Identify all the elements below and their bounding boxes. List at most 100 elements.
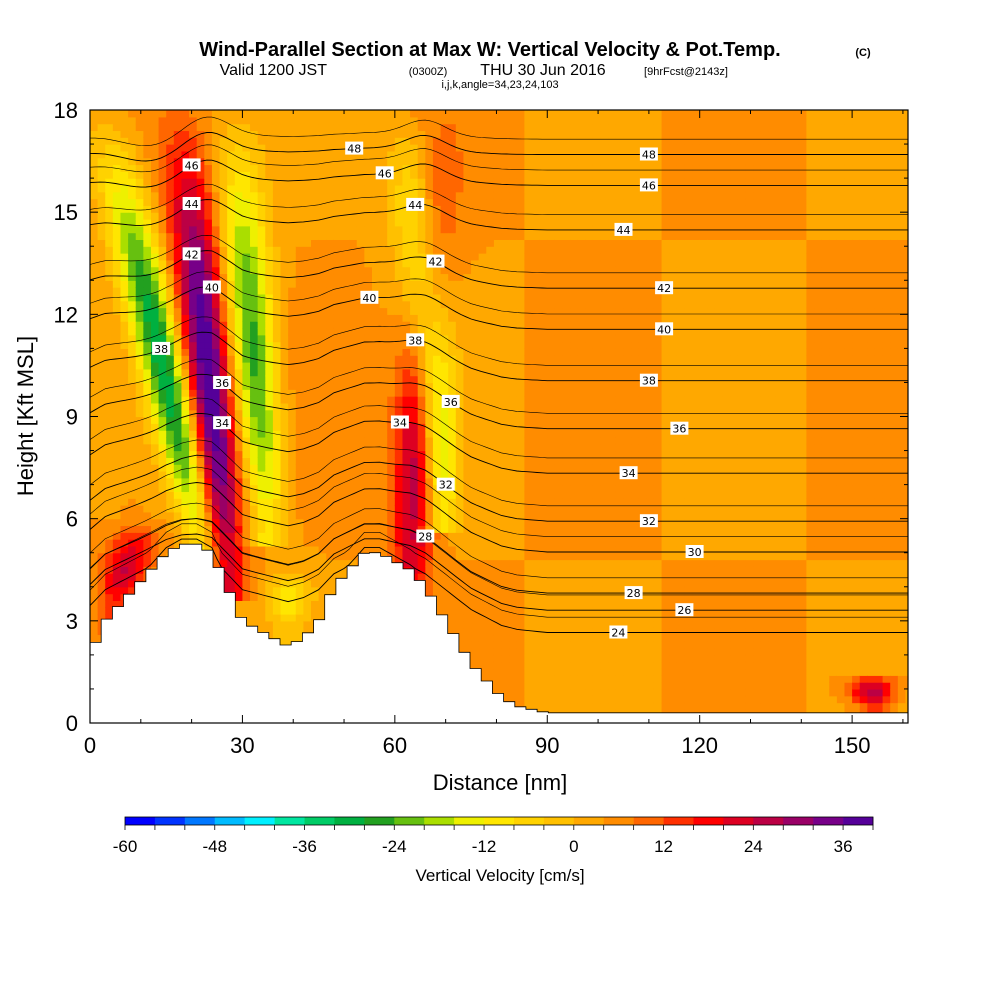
velocity-cell: [364, 423, 373, 431]
velocity-cell: [105, 586, 114, 595]
velocity-cell: [227, 171, 236, 179]
velocity-cell: [501, 355, 510, 363]
velocity-cell: [341, 334, 350, 343]
velocity-cell: [364, 225, 373, 234]
velocity-cell: [463, 300, 472, 309]
velocity-cell: [371, 178, 381, 186]
velocity-cell: [242, 341, 251, 349]
velocity-cell: [120, 396, 129, 404]
velocity-cell: [333, 484, 343, 493]
velocity-cell: [425, 266, 434, 275]
velocity-cell: [318, 586, 327, 595]
velocity-cell: [333, 198, 343, 206]
velocity-cell: [196, 150, 205, 159]
velocity-cell: [501, 641, 510, 649]
velocity-cell: [265, 178, 274, 186]
velocity-cell: [333, 348, 343, 356]
velocity-cell: [356, 389, 365, 397]
velocity-cell: [333, 150, 343, 159]
velocity-cell: [97, 600, 106, 608]
velocity-cell: [311, 198, 320, 206]
velocity-cell: [219, 218, 228, 227]
velocity-cell: [135, 321, 144, 329]
velocity-cell: [219, 470, 228, 479]
velocity-cell: [455, 232, 465, 241]
velocity-cell: [257, 273, 266, 281]
velocity-cell: [219, 368, 228, 377]
velocity-cell: [272, 559, 282, 567]
velocity-cell: [425, 130, 434, 138]
velocity-cell: [326, 218, 335, 227]
velocity-cell: [303, 307, 312, 315]
velocity-cell: [463, 150, 472, 159]
velocity-cell: [501, 259, 510, 268]
velocity-cell: [135, 573, 144, 581]
velocity-cell: [128, 184, 137, 193]
velocity-cell: [257, 280, 266, 288]
velocity-cell: [242, 205, 251, 213]
velocity-cell: [486, 573, 495, 581]
velocity-cell: [120, 450, 129, 458]
velocity-cell: [128, 545, 137, 554]
velocity-cell: [173, 198, 183, 206]
velocity-cell: [371, 443, 381, 452]
velocity-cell: [143, 423, 152, 431]
velocity-cell: [486, 661, 495, 670]
velocity-cell: [349, 389, 358, 397]
velocity-cell: [97, 198, 106, 206]
velocity-cell: [105, 321, 114, 329]
velocity-cell: [379, 457, 388, 465]
velocity-cell: [440, 607, 449, 615]
velocity-cell: [333, 341, 343, 349]
velocity-cell: [120, 150, 129, 159]
velocity-cell: [250, 430, 259, 438]
velocity-cell: [333, 430, 343, 438]
velocity-cell: [493, 348, 503, 356]
velocity-cell: [128, 450, 137, 458]
velocity-cell: [432, 375, 442, 384]
velocity-cell: [341, 566, 350, 574]
velocity-cell: [448, 266, 457, 275]
velocity-cell: [272, 178, 282, 186]
velocity-cell: [394, 253, 404, 261]
velocity-cell: [90, 137, 99, 145]
velocity-cell: [257, 566, 266, 574]
velocity-cell: [478, 157, 487, 166]
velocity-cell: [410, 470, 419, 479]
velocity-cell: [501, 362, 510, 370]
velocity-cell: [234, 416, 244, 424]
velocity-cell: [463, 266, 472, 275]
velocity-cell: [250, 280, 259, 288]
velocity-cell: [135, 246, 144, 254]
velocity-cell: [501, 436, 510, 445]
velocity-cell: [364, 287, 373, 295]
velocity-cell: [493, 477, 503, 486]
velocity-cell: [455, 368, 465, 377]
velocity-cell: [463, 341, 472, 349]
velocity-cell: [242, 362, 251, 370]
velocity-cell: [120, 171, 129, 179]
velocity-cell: [295, 539, 304, 547]
velocity-cell: [493, 443, 503, 452]
velocity-cell: [394, 280, 404, 288]
velocity-cell: [455, 648, 465, 656]
velocity-cell: [265, 368, 274, 377]
velocity-cell: [394, 552, 404, 561]
velocity-cell: [219, 389, 228, 397]
velocity-cell: [219, 144, 228, 152]
velocity-cell: [379, 334, 388, 343]
velocity-cell: [394, 368, 404, 377]
velocity-cell: [272, 232, 282, 241]
velocity-cell: [219, 552, 228, 561]
velocity-cell: [90, 225, 99, 234]
velocity-cell: [440, 457, 449, 465]
velocity-cell: [341, 573, 350, 581]
velocity-cell: [288, 396, 297, 404]
velocity-cell: [173, 239, 183, 247]
velocity-cell: [234, 484, 244, 493]
velocity-cell: [455, 334, 465, 343]
velocity-cell: [105, 545, 114, 554]
velocity-cell: [105, 253, 114, 261]
velocity-cell: [143, 266, 152, 275]
velocity-cell: [311, 362, 320, 370]
